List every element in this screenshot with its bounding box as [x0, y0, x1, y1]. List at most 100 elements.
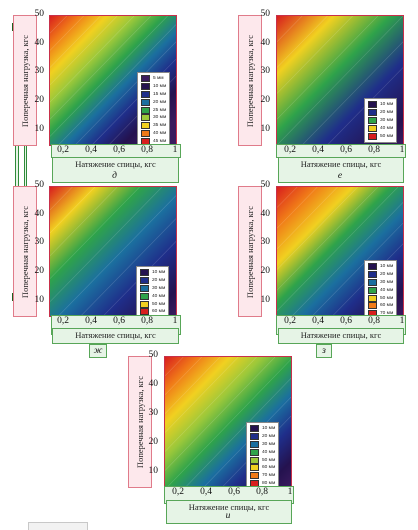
- x-tick-label: 1: [399, 316, 405, 326]
- contour-line: [277, 16, 403, 145]
- y-tick-label: 40: [260, 37, 271, 48]
- legend-label: 40 мм: [262, 449, 276, 455]
- contour-line: [50, 16, 135, 103]
- legend-swatch: [250, 456, 259, 464]
- legend-swatch: [141, 106, 150, 114]
- contour-line: [57, 195, 176, 316]
- legend-entry: 30 мм: [368, 278, 393, 287]
- x-axis-label-text: Натяжение спицы, кгс: [300, 330, 382, 340]
- contour-line: [165, 357, 276, 471]
- y-axis-label: Поперечная нагрузка, кгс: [20, 205, 30, 298]
- legend-swatch: [141, 75, 150, 83]
- panel-letter: ж: [89, 344, 107, 358]
- legend-entry: 20 мм: [250, 433, 275, 441]
- legend-label: 20 мм: [152, 278, 166, 284]
- legend-entry: 60 мм: [140, 308, 165, 316]
- legend-swatch: [250, 433, 259, 441]
- contour-line: [165, 357, 202, 396]
- y-tick-label: 50: [260, 9, 271, 19]
- legend-entry: 5 мм: [141, 75, 166, 83]
- legend-label: 50 мм: [380, 295, 394, 301]
- y-tick-label: 50: [148, 350, 159, 360]
- contour-line: [50, 16, 68, 34]
- x-axis-label: Натяжение спицы, кгс: [278, 157, 404, 183]
- legend-entry: 40 мм: [368, 286, 393, 294]
- x-tick-label: 1: [172, 316, 178, 326]
- legend-swatch: [140, 269, 149, 277]
- contour-line: [50, 187, 118, 257]
- legend-swatch: [250, 448, 259, 456]
- contour-line: [277, 187, 379, 291]
- legend-label: 25 мм: [153, 107, 167, 113]
- y-tick-label: 20: [148, 436, 159, 447]
- y-tick-label: 30: [260, 237, 271, 248]
- contour-line: [277, 16, 379, 120]
- legend-entry: 30 мм: [141, 114, 166, 122]
- legend-swatch: [250, 440, 259, 448]
- x-tick-label: 0,2: [284, 145, 296, 155]
- contour-line: [277, 187, 399, 312]
- contour-line: [277, 187, 298, 208]
- legend-swatch: [368, 286, 377, 294]
- x-tick-label: 0,2: [57, 145, 69, 155]
- legend-label: 45 мм: [153, 138, 167, 144]
- x-tick-label: 0,4: [312, 316, 324, 326]
- legend-swatch: [141, 90, 150, 98]
- legend-entry: 10 мм: [368, 101, 393, 109]
- contour-line: [301, 41, 403, 145]
- legend-label: 30 мм: [380, 117, 394, 123]
- contour-line: [50, 16, 168, 137]
- legend-entry: 20 мм: [368, 109, 393, 117]
- legend-entry: 40 мм: [141, 129, 167, 138]
- x-tick-label: 0,8: [141, 145, 153, 155]
- contour-line: [50, 16, 84, 51]
- legend-swatch: [368, 132, 377, 140]
- x-axis-label-text: Натяжение спицы, кгс: [300, 159, 382, 169]
- contour-line: [50, 187, 96, 234]
- contour-line: [80, 218, 176, 316]
- x-tick-label: 0,8: [368, 145, 380, 155]
- legend-swatch: [140, 284, 149, 292]
- legend-swatch: [368, 271, 377, 279]
- legend: 10 мм 20 мм 30 мм 40 мм 50 мм 60 мм 70 мм 80 мм: [246, 422, 280, 491]
- legend-label: 30 мм: [262, 441, 276, 447]
- contour-line: [166, 358, 291, 487]
- legend-swatch: [141, 83, 150, 91]
- legend: 5 мм 10 мм 15 мм 20 мм 25 мм 30 мм 35 мм 40 мм 4…: [137, 72, 171, 149]
- y-tick-label: 40: [148, 378, 159, 389]
- x-tick-label: 0,4: [85, 145, 97, 155]
- x-axis-label: Натяжение спицы, кгс: [278, 328, 404, 344]
- legend-label: 30 мм: [153, 115, 167, 121]
- legend-entry: 15 мм: [141, 90, 167, 99]
- contour-line: [50, 187, 73, 211]
- x-tick-label: 1: [287, 487, 293, 497]
- contour-line: [311, 222, 403, 316]
- bottom-tab[interactable]: [28, 522, 88, 530]
- y-tick-label: 30: [34, 66, 45, 77]
- legend-label: 15 мм: [153, 91, 167, 97]
- legend-entry: 20 мм: [368, 271, 393, 279]
- panel-letter: д: [112, 171, 117, 181]
- contour-line: [165, 357, 257, 452]
- y-axis-label-box: Поперечная нагрузка, кгс: [128, 356, 152, 488]
- legend-swatch: [368, 302, 377, 310]
- contour-line: [50, 16, 152, 120]
- legend-swatch: [368, 124, 377, 132]
- y-tick-label: 10: [260, 294, 271, 305]
- x-tick-label: 0,4: [200, 487, 212, 497]
- legend-label: 40 мм: [153, 130, 167, 136]
- legend-label: 20 мм: [153, 99, 167, 105]
- x-axis-label-text: Натяжение спицы, кгс: [75, 330, 156, 340]
- x-tick-label: 0,6: [340, 145, 352, 155]
- contour-line: [50, 16, 101, 68]
- legend-entry: 50 мм: [140, 300, 165, 308]
- y-tick-label: 20: [34, 266, 45, 276]
- legend-entry: 50 мм: [250, 456, 275, 464]
- y-axis-label: Поперечная нагрузка, кгс: [135, 375, 145, 469]
- x-tick-label: 0,6: [113, 145, 125, 155]
- legend-swatch: [250, 464, 259, 472]
- x-tick-label: 0,6: [340, 316, 352, 326]
- y-axis-label-box: Поперечная нагрузка, кгс: [238, 15, 262, 146]
- contour-line: [57, 24, 176, 145]
- legend-label: 50 мм: [380, 133, 394, 139]
